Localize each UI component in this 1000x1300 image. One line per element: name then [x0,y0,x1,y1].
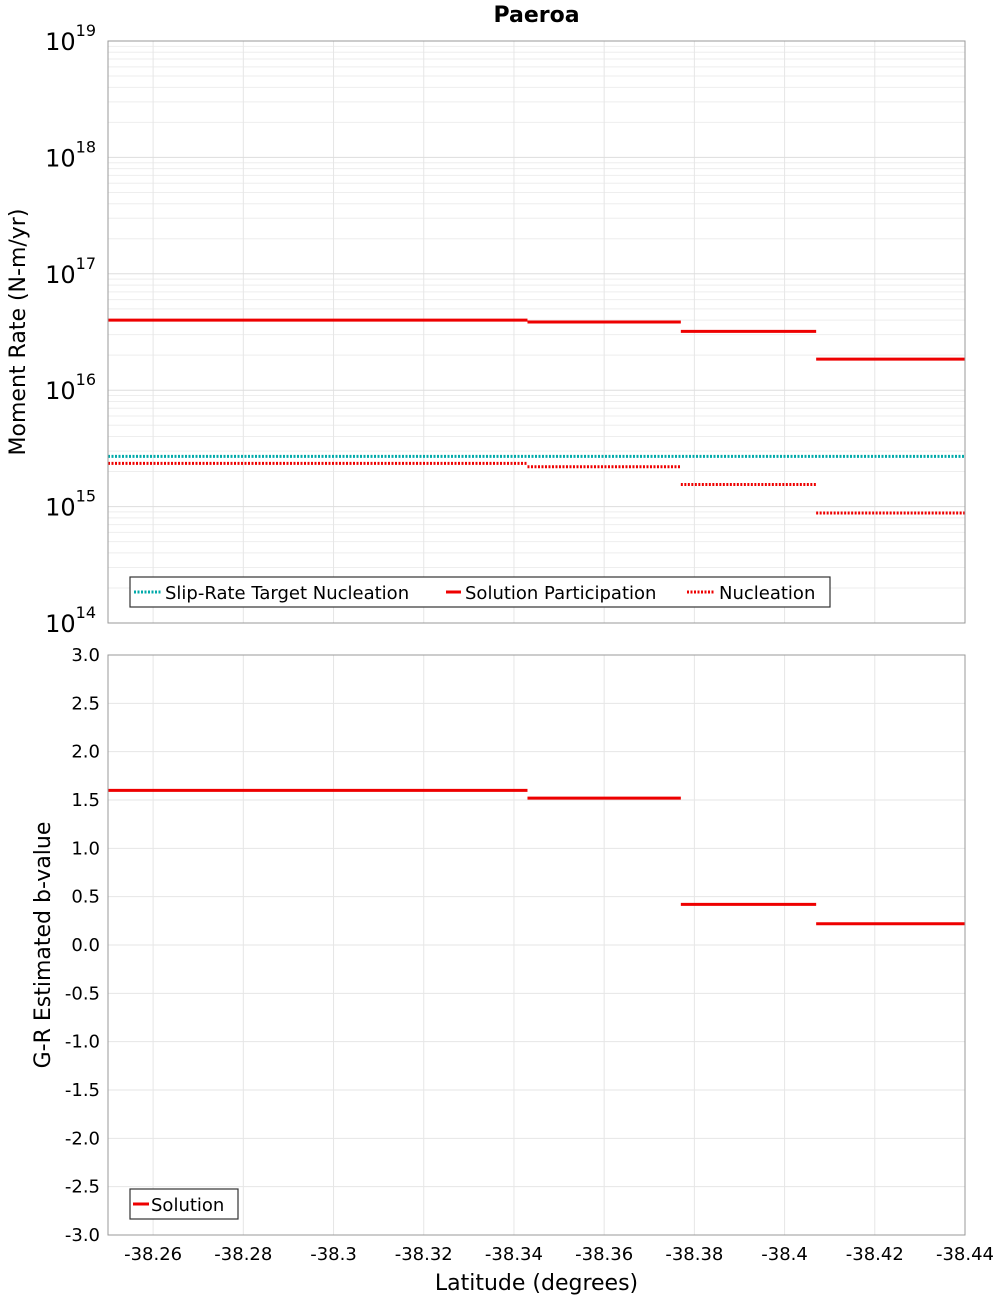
legend-entry: Solution [151,1195,224,1216]
series-solution [108,788,965,926]
x-tick-label: -38.44 [936,1244,994,1265]
y-tick-label: 1014 [45,603,96,638]
y-axis-label: G-R Estimated b-value [31,822,56,1069]
x-tick-label: -38.4 [761,1244,808,1265]
x-tick-label: -38.34 [485,1244,543,1265]
y-tick-label: -0.5 [65,983,100,1004]
y-tick-label: 2.5 [71,693,100,714]
y-tick-base: 10 [45,494,76,522]
y-tick-label: 1.0 [71,838,100,859]
y-tick-label: 1016 [45,370,96,405]
y-tick-exponent: 18 [76,137,96,156]
y-tick-base: 10 [45,610,76,638]
y-tick-label: 3.0 [71,645,100,666]
x-tick-label: -38.28 [214,1244,272,1265]
legend-entry: Nucleation [719,583,815,604]
y-tick-label: -2.5 [65,1177,100,1198]
y-tick-label: -1.0 [65,1032,100,1053]
x-axis-label: Latitude (degrees) [435,1271,638,1296]
x-tick-label: -38.42 [846,1244,904,1265]
y-tick-base: 10 [45,261,76,289]
y-tick-base: 10 [45,144,76,172]
legend-entry: Slip-Rate Target Nucleation [165,583,409,604]
y-tick-label: 1019 [45,21,96,56]
series-nucleation [108,461,965,515]
y-tick-label: 1017 [45,254,96,289]
x-tick-label: -38.26 [124,1244,182,1265]
y-tick-exponent: 16 [76,370,96,389]
y-tick-label: -3.0 [65,1225,100,1246]
y-tick-exponent: 15 [76,487,96,506]
series-solution-participation [108,318,965,361]
y-tick-label: 1.5 [71,790,100,811]
legend-entry: Solution Participation [465,583,656,604]
x-tick-label: -38.32 [395,1244,453,1265]
legend: Solution [129,1188,239,1220]
chart-title: Paeroa [493,3,579,28]
x-tick-label: -38.36 [575,1244,633,1265]
legend: Slip-Rate Target Nucleation Solution Part… [129,576,831,608]
y-tick-label: 0.5 [71,887,100,908]
y-tick-base: 10 [45,28,76,56]
y-tick-label: -1.5 [65,1080,100,1101]
y-axis-label: Moment Rate (N-m/yr) [6,209,31,456]
y-tick-label: 2.0 [71,742,100,763]
y-tick-label: 0.0 [71,935,100,956]
y-tick-base: 10 [45,377,76,405]
x-tick-label: -38.38 [665,1244,723,1265]
y-tick-label: 1015 [45,487,96,522]
plot-area [108,41,965,623]
b-value-panel: -38.26 -38.28 -38.3 -38.32 -38.34 -38.36 -38.3… [31,645,994,1296]
y-tick-label: -2.0 [65,1128,100,1149]
y-tick-exponent: 14 [76,603,96,622]
x-tick-label: -38.3 [310,1244,357,1265]
y-tick-label: 1018 [45,137,96,172]
y-tick-exponent: 17 [76,254,96,273]
plot-frame [107,40,966,624]
plot-frame [107,654,966,1236]
y-tick-exponent: 19 [76,21,96,40]
